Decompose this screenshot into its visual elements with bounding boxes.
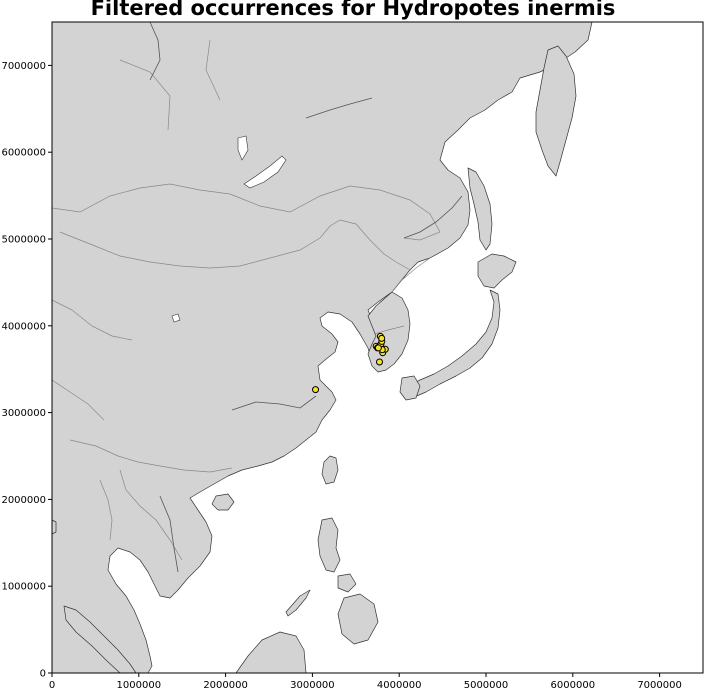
map-title: Filtered occurrences for Hydropotes iner…	[90, 0, 616, 20]
philippines-luzon	[317, 517, 341, 573]
lakes	[171, 135, 287, 323]
y-tick-label: 5000000	[1, 235, 46, 246]
sakhalin-island	[467, 167, 493, 251]
border-russia-mongolia	[51, 183, 441, 241]
x-tick-label: 1000000	[117, 680, 162, 690]
korean-peninsula	[367, 291, 411, 373]
border-indochina-2	[99, 479, 113, 541]
occurrence-point	[374, 344, 382, 352]
hainan-island	[211, 493, 235, 511]
y-tick-label: 0	[40, 669, 46, 680]
river-north-2	[305, 97, 373, 119]
landmasses	[51, 21, 593, 674]
river-amur	[403, 195, 463, 239]
rivers	[149, 21, 463, 573]
taiwan-island	[321, 455, 339, 485]
occurrence-point	[375, 358, 383, 366]
lake-small-2	[237, 135, 249, 161]
x-axis-ticks: 0 1000000 2000000 3000000 4000000 5000000 6000…	[49, 673, 682, 690]
plot-frame	[51, 21, 704, 674]
borneo-island	[235, 631, 307, 674]
y-tick-label: 1000000	[1, 582, 46, 593]
border-north-1	[119, 59, 171, 131]
border-indochina-1	[119, 469, 183, 561]
west-island	[51, 519, 57, 535]
japan-hokkaido	[477, 253, 517, 289]
palawan-island	[285, 589, 311, 617]
river-mekong	[159, 495, 179, 573]
x-tick-label: 6000000	[551, 680, 596, 690]
river-north-1	[149, 21, 161, 81]
x-tick-label: 4000000	[377, 680, 422, 690]
x-tick-label: 5000000	[464, 680, 509, 690]
border-west-1	[51, 299, 133, 341]
occurrence-point	[312, 386, 320, 394]
x-tick-label: 3000000	[290, 680, 335, 690]
x-tick-label: 7000000	[637, 680, 682, 690]
y-tick-label: 7000000	[1, 61, 46, 72]
border-north-2	[205, 39, 221, 101]
japan-kyushu	[399, 375, 421, 401]
y-tick-label: 2000000	[1, 495, 46, 506]
y-tick-label: 6000000	[1, 148, 46, 159]
x-tick-label: 0	[49, 680, 55, 690]
border-west-2	[51, 379, 105, 421]
y-tick-label: 3000000	[1, 408, 46, 419]
border-korea-dmz	[373, 325, 405, 335]
occurrence-point	[378, 334, 386, 342]
occurrence-points	[312, 332, 389, 394]
y-axis-ticks: 0 1000000 2000000 3000000 4000000 5000000 6000…	[1, 61, 52, 680]
y-tick-label: 4000000	[1, 321, 46, 332]
kamchatka-peninsula	[535, 45, 577, 177]
philippines-mindanao	[337, 593, 379, 645]
border-mongolia-china	[59, 219, 411, 271]
country-borders	[51, 39, 441, 561]
philippines-visayas	[337, 573, 357, 593]
river-yangtze	[231, 395, 317, 411]
border-china-korea	[391, 257, 431, 293]
lake-baikal	[243, 155, 287, 189]
mainland-asia	[51, 21, 593, 674]
border-china-south	[69, 439, 233, 473]
x-tick-label: 2000000	[203, 680, 248, 690]
axes: 0 1000000 2000000 3000000 4000000 5000000 6000…	[1, 21, 704, 690]
lake-small-1	[171, 313, 181, 323]
